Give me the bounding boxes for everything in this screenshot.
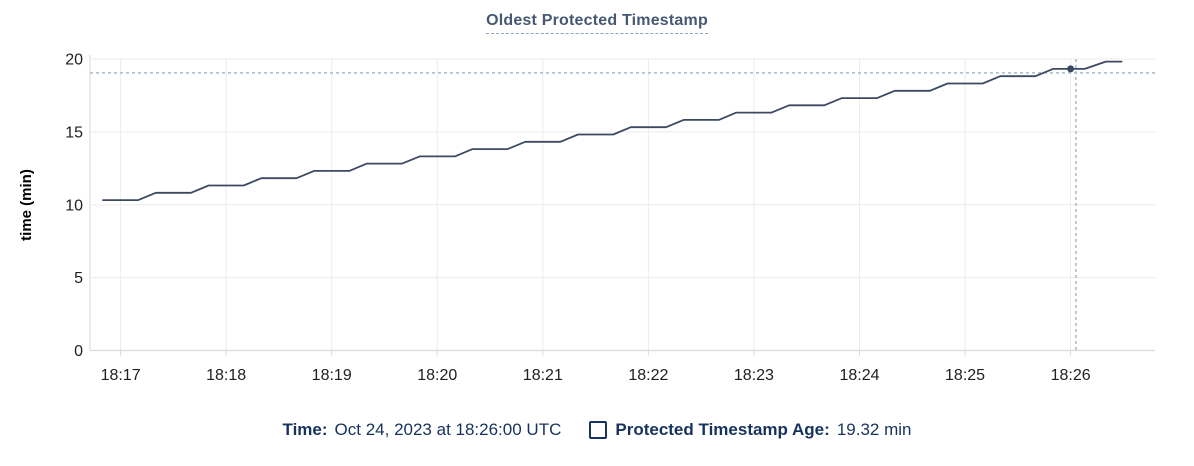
- x-tick-labels: 18:17 18:18 18:19 18:20 18:21 18:22 18:23 18:24…: [101, 367, 1091, 384]
- y-axis-title: time (min): [18, 169, 35, 241]
- legend-time-label: Time:: [282, 420, 328, 439]
- y-tick-label-10: 10: [65, 197, 83, 214]
- x-tick-label-18:17: 18:17: [101, 367, 141, 384]
- legend-series-toggle[interactable]: Protected Timestamp Age: 19.32 min: [589, 420, 911, 440]
- y-tick-label-5: 5: [74, 270, 83, 287]
- chart-title[interactable]: Oldest Protected Timestamp: [486, 12, 708, 34]
- x-tick-label-18:18: 18:18: [206, 367, 246, 384]
- line-chart[interactable]: 18:17 18:18 18:19 18:20 18:21 18:22 18:23 18:24…: [0, 0, 1194, 412]
- chart-title-row: Oldest Protected Timestamp: [0, 12, 1194, 34]
- x-tick-label-18:20: 18:20: [417, 367, 457, 384]
- legend-series-label: Protected Timestamp Age:: [615, 420, 830, 439]
- x-tick-label-18:21: 18:21: [523, 367, 563, 384]
- y-tick-label-15: 15: [65, 124, 83, 141]
- y-tick-labels: 0 5 10 15 20: [65, 52, 83, 361]
- horizontal-gridlines: [90, 58, 1155, 279]
- y-tick-label-20: 20: [65, 52, 83, 69]
- y-tick-label-0: 0: [74, 343, 83, 360]
- series-line-protected-timestamp-age: [102, 60, 1123, 201]
- x-tick-label-18:23: 18:23: [734, 367, 774, 384]
- x-tick-label-18:26: 18:26: [1051, 367, 1091, 384]
- legend-series-value: 19.32 min: [836, 420, 912, 439]
- hover-dot: [1067, 65, 1075, 73]
- legend-time-value: Oct 24, 2023 at 18:26:00 UTC: [334, 420, 562, 439]
- chart-legend: Time: Oct 24, 2023 at 18:26:00 UTC Prote…: [0, 420, 1194, 440]
- series-checkbox[interactable]: [589, 421, 608, 439]
- vertical-gridlines: [120, 59, 1072, 356]
- x-tick-label-18:22: 18:22: [628, 367, 668, 384]
- legend-time: Time: Oct 24, 2023 at 18:26:00 UTC: [283, 420, 562, 440]
- x-tick-label-18:25: 18:25: [945, 367, 985, 384]
- x-tick-label-18:19: 18:19: [312, 367, 352, 384]
- x-tick-label-18:24: 18:24: [839, 367, 879, 384]
